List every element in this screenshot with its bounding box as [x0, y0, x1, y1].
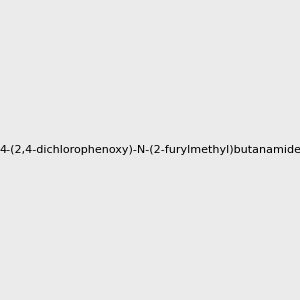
Text: 4-(2,4-dichlorophenoxy)-N-(2-furylmethyl)butanamide: 4-(2,4-dichlorophenoxy)-N-(2-furylmethyl…	[0, 145, 300, 155]
